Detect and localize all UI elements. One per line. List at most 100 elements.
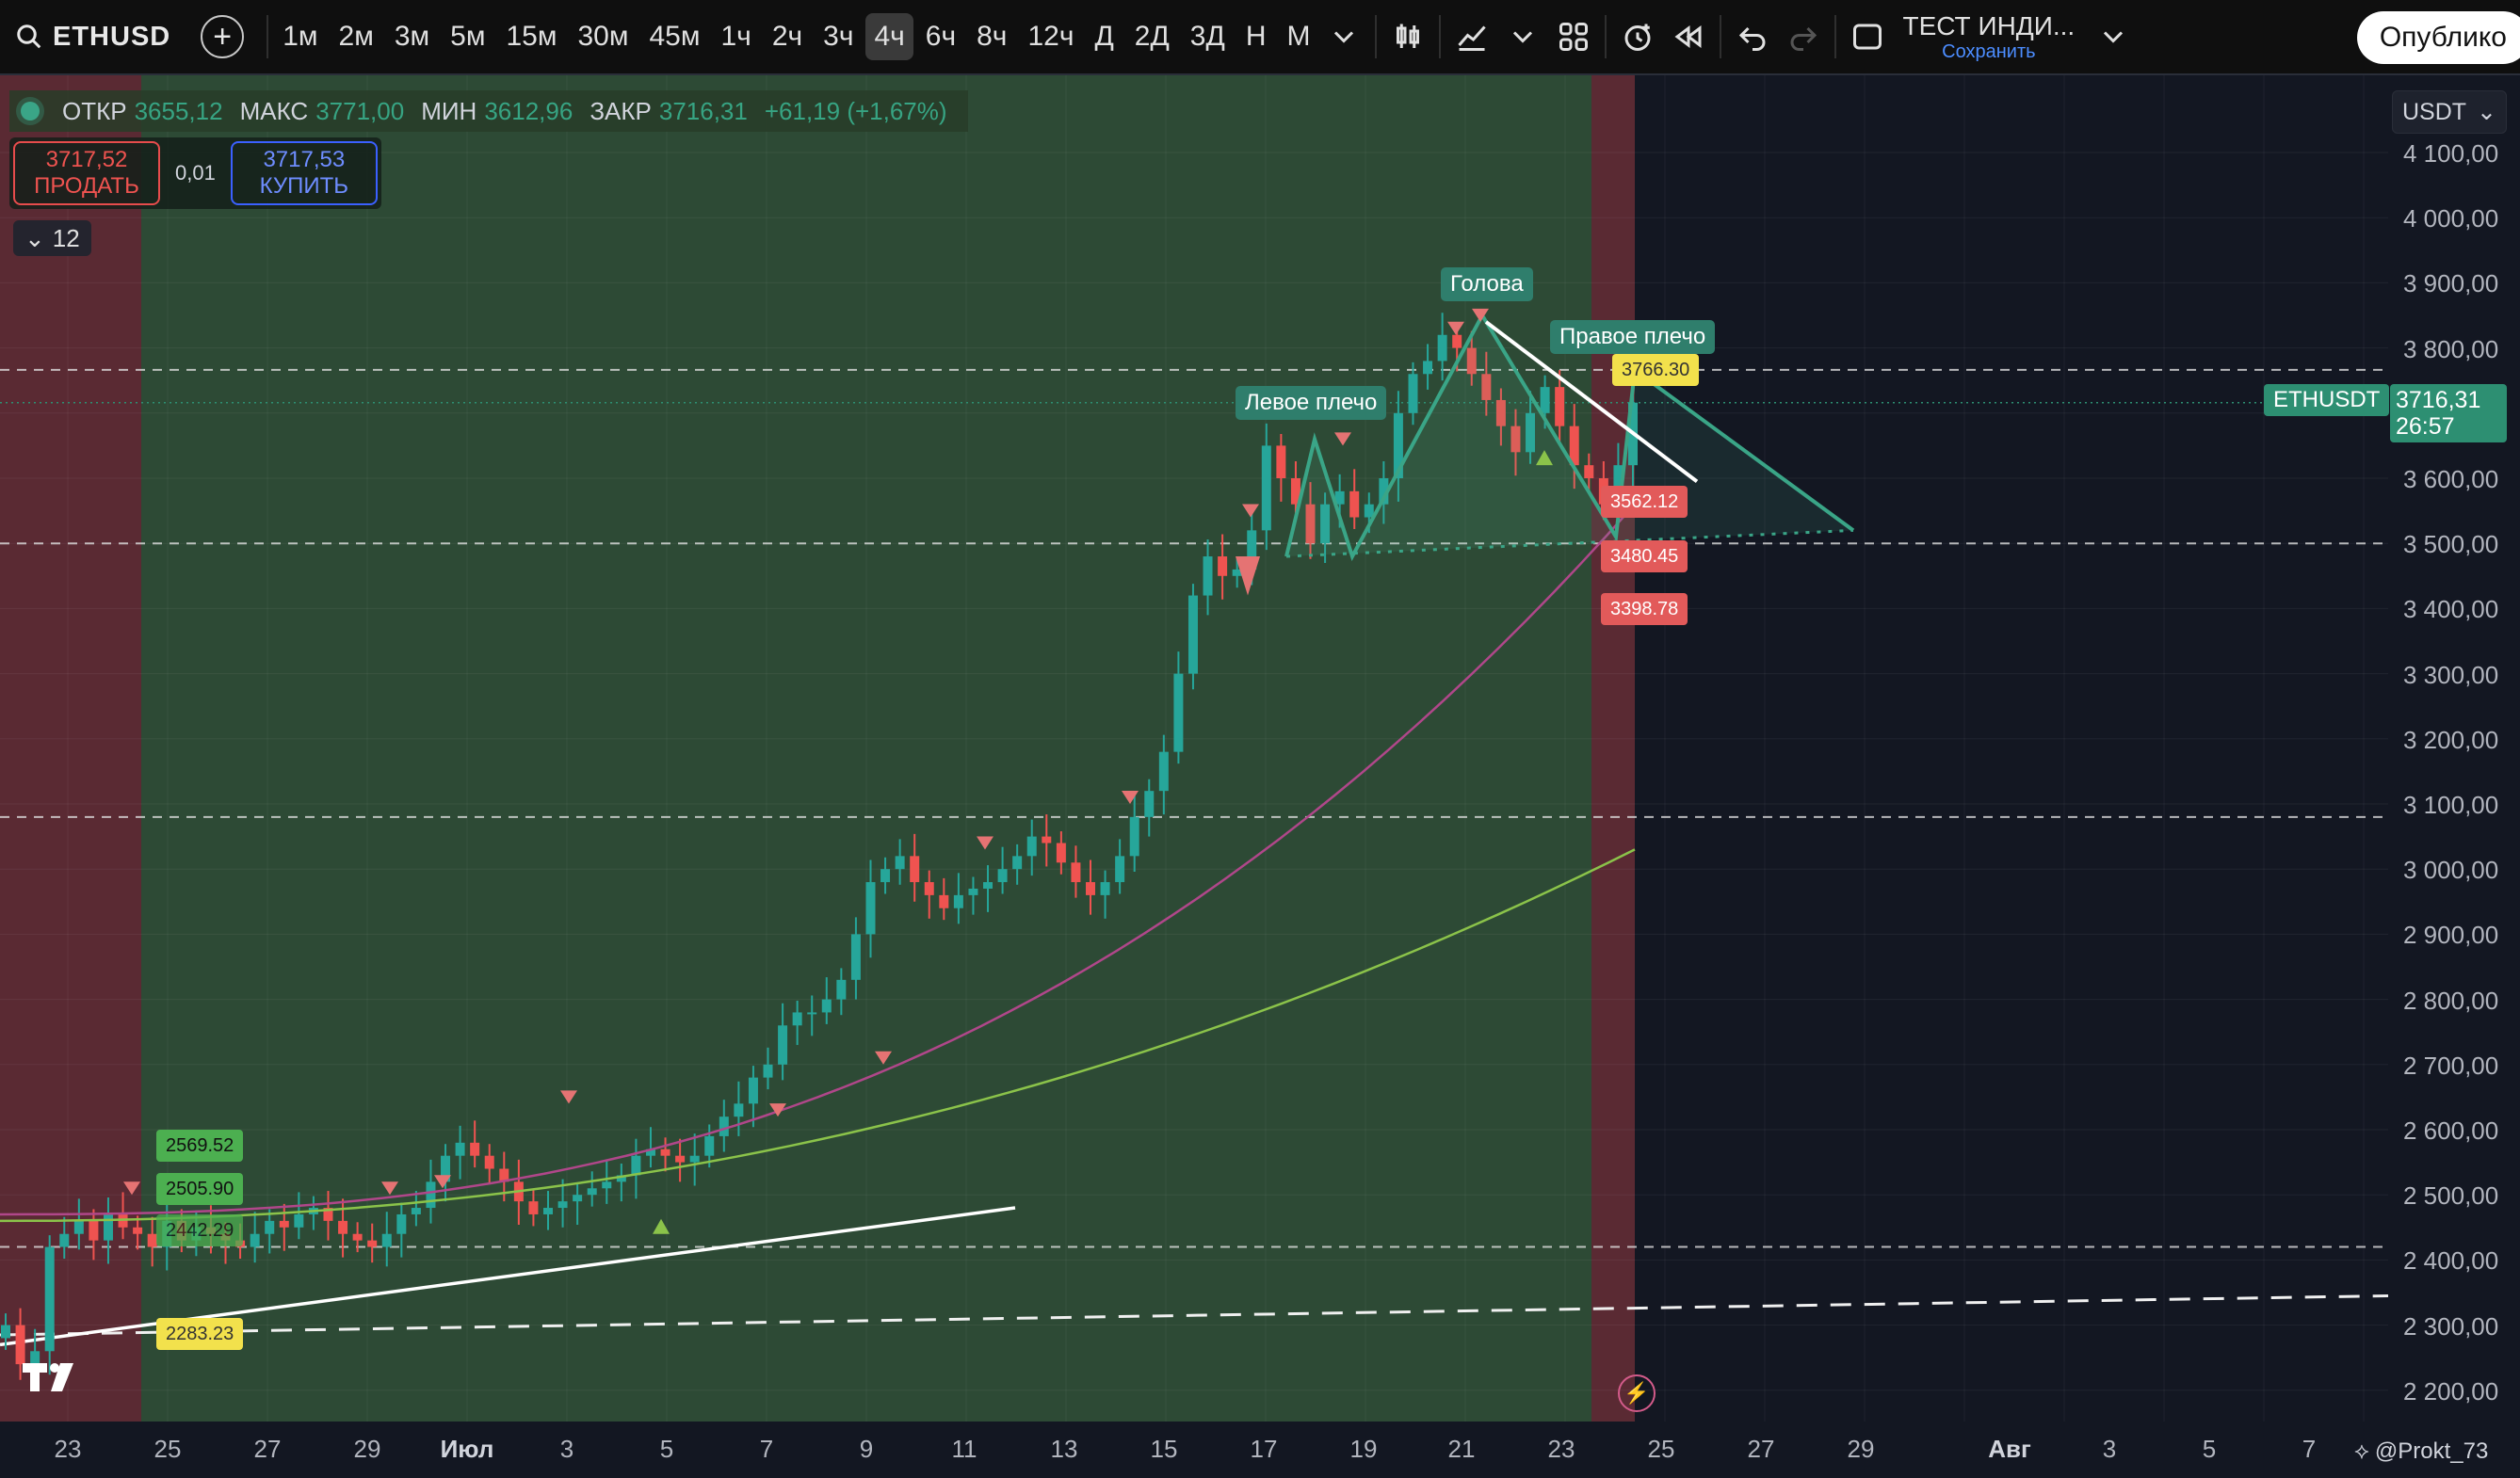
network-icon: ⟡ xyxy=(2354,1438,2369,1464)
candle-body xyxy=(352,1233,363,1241)
interval-5[interactable]: 30м xyxy=(577,21,629,52)
replay-icon[interactable] xyxy=(1663,11,1714,62)
author-credit: ⟡ @Prokt_73 xyxy=(2354,1438,2488,1465)
price-tick: 3 500,00 xyxy=(2403,530,2499,559)
candle-body xyxy=(1,1325,10,1339)
interval-17[interactable]: Н xyxy=(1245,21,1267,52)
candle-body xyxy=(1481,374,1492,400)
indicators-count: 12 xyxy=(52,223,80,252)
interval-8[interactable]: 2ч xyxy=(771,21,803,52)
interval-16[interactable]: 3Д xyxy=(1189,21,1225,52)
candle-body xyxy=(133,1227,143,1234)
interval-6[interactable]: 45м xyxy=(649,21,701,52)
author-name: @Prokt_73 xyxy=(2374,1438,2489,1464)
buy-button[interactable]: 3717,53 КУПИТЬ xyxy=(230,141,378,205)
symbol-search[interactable]: ETHUSD xyxy=(0,0,191,73)
layout-square-icon[interactable] xyxy=(1842,11,1893,62)
candle-body xyxy=(1232,569,1242,576)
market-status-icon xyxy=(21,102,40,120)
indicators-collapse-button[interactable]: ⌄ 12 xyxy=(13,220,91,256)
candle-body xyxy=(1026,836,1037,857)
interval-3[interactable]: 5м xyxy=(450,21,486,52)
interval-12[interactable]: 8ч xyxy=(977,21,1008,52)
indicators-icon[interactable] xyxy=(1446,11,1497,62)
interval-13[interactable]: 12ч xyxy=(1027,21,1074,52)
lightning-icon[interactable]: ⚡ xyxy=(1618,1374,1656,1412)
candles-type-icon[interactable] xyxy=(1382,11,1433,62)
toolbar-divider xyxy=(1720,15,1722,58)
redo-icon[interactable] xyxy=(1778,11,1829,62)
candle-body xyxy=(338,1220,348,1234)
spread-value: 0,01 xyxy=(175,161,216,185)
time-tick: 25 xyxy=(153,1435,182,1463)
candle-body xyxy=(792,1012,802,1026)
interval-7[interactable]: 1ч xyxy=(720,21,751,52)
candle-body xyxy=(411,1208,421,1214)
templates-grid-icon[interactable] xyxy=(1548,11,1599,62)
interval-15[interactable]: 2Д xyxy=(1134,21,1170,52)
price-tick: 3 300,00 xyxy=(2403,660,2499,689)
candle-body xyxy=(645,1149,655,1156)
interval-2[interactable]: 3м xyxy=(394,21,430,52)
price-tick: 3 400,00 xyxy=(2403,595,2499,624)
candle-body xyxy=(880,869,891,883)
interval-18[interactable]: М xyxy=(1286,21,1311,52)
time-tick: 3 xyxy=(2102,1435,2117,1463)
interval-14[interactable]: Д xyxy=(1094,21,1114,52)
sell-button[interactable]: 3717,52 ПРОДАТЬ xyxy=(13,141,160,205)
time-axis[interactable] xyxy=(0,1422,2520,1478)
price-tick: 3 900,00 xyxy=(2403,269,2499,298)
interval-10[interactable]: 4ч xyxy=(865,13,913,60)
interval-dropdown-icon[interactable] xyxy=(1318,11,1369,62)
interval-11[interactable]: 6ч xyxy=(925,21,957,52)
candle-body xyxy=(689,1155,700,1163)
candle-body xyxy=(1261,445,1271,531)
candle-body xyxy=(1158,751,1169,792)
session-zone-red xyxy=(1591,75,1635,1422)
candle-body xyxy=(1452,334,1462,348)
candle-body xyxy=(1100,882,1110,895)
chevron-down-icon[interactable] xyxy=(1497,11,1548,62)
time-tick: 5 xyxy=(2202,1435,2217,1463)
price-chart[interactable] xyxy=(0,75,2388,1422)
layout-name[interactable]: ТЕСТ ИНДИ... Сохранить xyxy=(1902,11,2075,63)
candle-body xyxy=(660,1149,670,1156)
currency-select[interactable]: USDT ⌄ xyxy=(2392,90,2507,134)
candle-body xyxy=(1012,856,1023,870)
sell-price: 3717,52 xyxy=(45,147,128,172)
publish-button[interactable]: Опублико xyxy=(2356,11,2520,64)
left-shoulder-label[interactable]: Левое плечо xyxy=(1236,386,1387,420)
candle-body xyxy=(1466,347,1477,375)
candle-body xyxy=(983,882,993,889)
candle-body xyxy=(381,1233,392,1247)
sell-signal-marker xyxy=(1447,321,1464,335)
interval-1[interactable]: 2м xyxy=(338,21,374,52)
interval-4[interactable]: 15м xyxy=(506,21,557,52)
candle-body xyxy=(1144,791,1155,817)
low-value: 3612,96 xyxy=(484,96,573,125)
buy-signal-marker xyxy=(653,1218,670,1234)
tradingview-logo[interactable] xyxy=(23,1359,85,1399)
low-label: МИН xyxy=(421,96,477,125)
candle-body xyxy=(734,1103,744,1117)
price-tag-3480: 3480.45 xyxy=(1601,540,1688,572)
compare-add-button[interactable]: + xyxy=(201,15,245,58)
time-tick: 27 xyxy=(1747,1435,1775,1463)
candle-body xyxy=(850,934,861,980)
interval-9[interactable]: 3ч xyxy=(823,21,854,52)
candle-body xyxy=(1495,399,1506,426)
change-value: +61,19 (+1,67%) xyxy=(764,96,947,125)
candle-body xyxy=(1540,387,1550,413)
layout-chevron-icon[interactable] xyxy=(2088,11,2139,62)
head-label[interactable]: Голова xyxy=(1441,267,1533,301)
alert-clock-icon[interactable] xyxy=(1612,11,1663,62)
price-tick: 2 800,00 xyxy=(2403,986,2499,1015)
price-axis[interactable] xyxy=(2388,75,2520,1422)
toolbar-divider xyxy=(1375,15,1378,58)
currency-value: USDT xyxy=(2402,98,2467,125)
price-tick: 3 600,00 xyxy=(2403,465,2499,493)
undo-icon[interactable] xyxy=(1727,11,1778,62)
right-shoulder-label[interactable]: Правое плечо xyxy=(1550,320,1716,354)
interval-0[interactable]: 1м xyxy=(283,21,318,52)
sell-signal-marker xyxy=(1236,556,1260,596)
